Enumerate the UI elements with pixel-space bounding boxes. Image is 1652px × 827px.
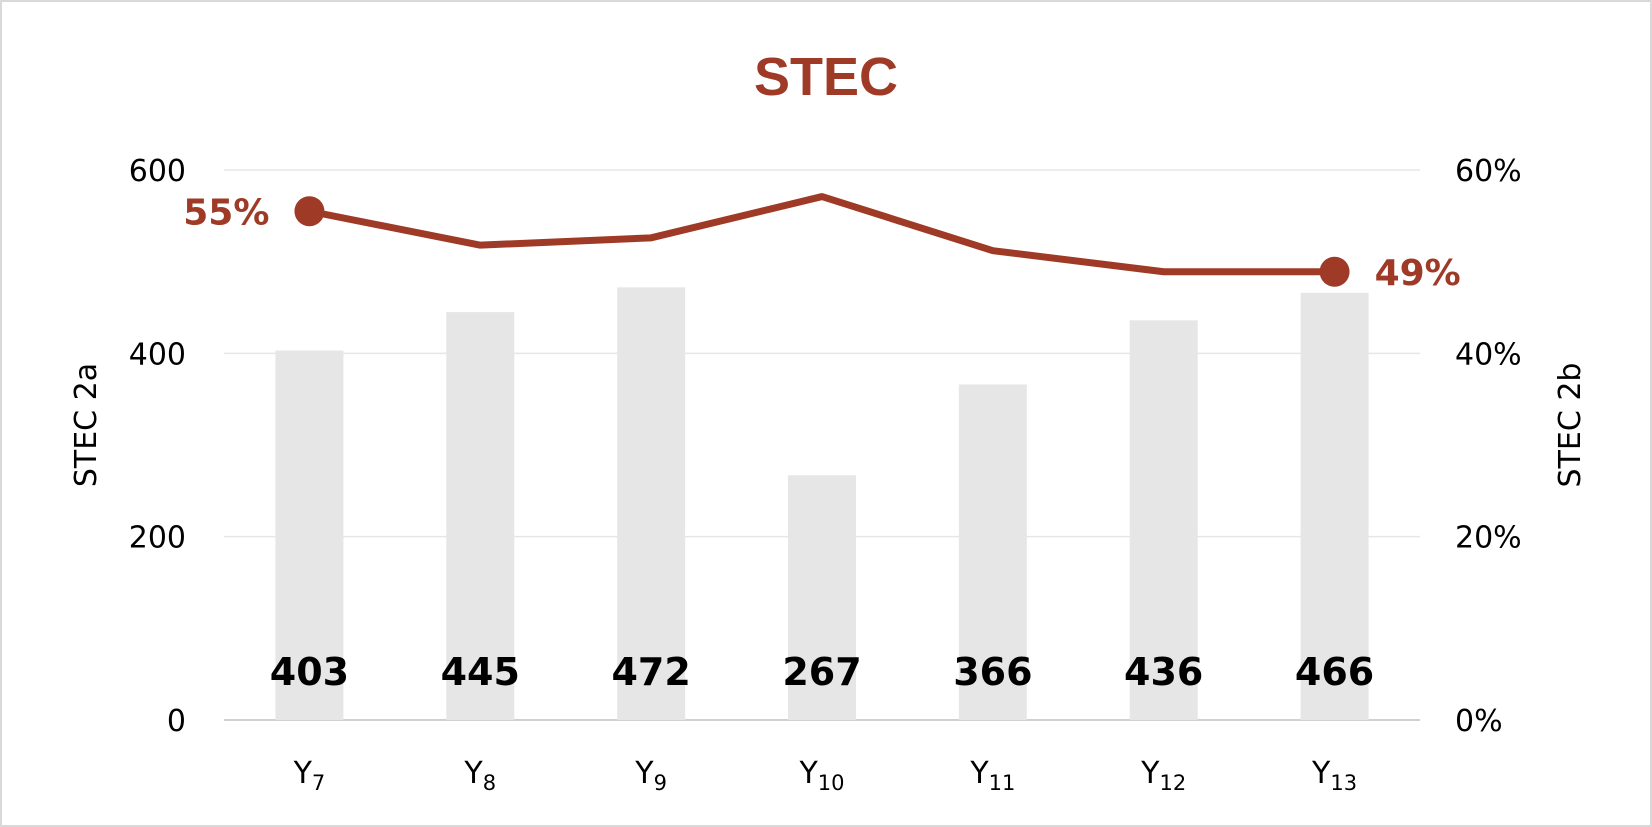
category-label: Y12: [1140, 756, 1186, 795]
line-path: [305, 193, 1339, 276]
line-point-label: 49%: [1375, 253, 1461, 294]
category-label-base: Y: [1140, 756, 1160, 791]
category-label: Y10: [798, 756, 844, 795]
bar: [788, 475, 856, 720]
category-label-subscript: 7: [312, 771, 325, 795]
bar: [958, 384, 1027, 720]
category-label: Y11: [969, 756, 1015, 795]
category-label-base: Y: [634, 756, 654, 791]
right-tick-label: 40%: [1455, 337, 1522, 372]
category-label-subscript: 12: [1160, 771, 1187, 795]
category-label-base: Y: [463, 756, 483, 791]
category-label-subscript: 13: [1330, 771, 1357, 795]
right-tick-label: 60%: [1455, 154, 1522, 189]
bar-value-label: 445: [441, 650, 520, 694]
category-label-base: Y: [969, 756, 989, 791]
category-label: Y13: [1311, 756, 1357, 795]
left-tick-label: 0: [167, 704, 186, 739]
category-label-subscript: 10: [818, 771, 845, 795]
category-axis: Y7 Y8 Y9 Y10 Y11 Y12 Y13: [293, 756, 1358, 795]
bar-value-label: 403: [270, 650, 349, 694]
right-axis-ticks: 0% 20% 40% 60%: [1455, 154, 1522, 739]
category-label-subscript: 9: [654, 771, 667, 795]
category-label-base: Y: [293, 756, 313, 791]
right-tick-label: 20%: [1455, 521, 1522, 556]
bar-value-label: 436: [1124, 650, 1203, 694]
bar-value-label: 366: [953, 650, 1032, 694]
category-label-subscript: 8: [483, 771, 496, 795]
bar-series: [275, 287, 1369, 720]
left-axis-ticks: 0 200 400 600: [129, 154, 186, 739]
bar-value-label: 472: [611, 650, 690, 694]
left-tick-label: 400: [129, 337, 186, 372]
chart-title: STEC: [754, 47, 898, 107]
right-axis-title: STEC 2b: [1553, 363, 1588, 488]
left-axis-title: STEC 2a: [69, 363, 104, 487]
right-tick-label: 0%: [1455, 704, 1503, 739]
bar-value-label: 466: [1295, 650, 1374, 694]
bar: [275, 350, 344, 720]
bar-value-label: 267: [782, 650, 861, 694]
line-series: 55% 49%: [183, 192, 1460, 294]
bar: [1300, 292, 1369, 720]
category-label: Y8: [463, 756, 496, 795]
category-label: Y7: [293, 756, 326, 795]
category-label-base: Y: [1311, 756, 1331, 791]
bar: [1129, 320, 1198, 720]
line-point-label: 55%: [183, 192, 269, 233]
bar: [617, 287, 686, 720]
left-tick-label: 600: [129, 154, 186, 189]
left-tick-label: 200: [129, 521, 186, 556]
bar: [446, 312, 515, 720]
category-label-base: Y: [798, 756, 818, 791]
line-marker: [294, 196, 325, 227]
bar-labels: 403 445 472 267 366 436 466: [270, 650, 1374, 694]
category-label: Y9: [634, 756, 667, 795]
line-marker: [1319, 256, 1350, 287]
category-label-subscript: 11: [989, 771, 1016, 795]
